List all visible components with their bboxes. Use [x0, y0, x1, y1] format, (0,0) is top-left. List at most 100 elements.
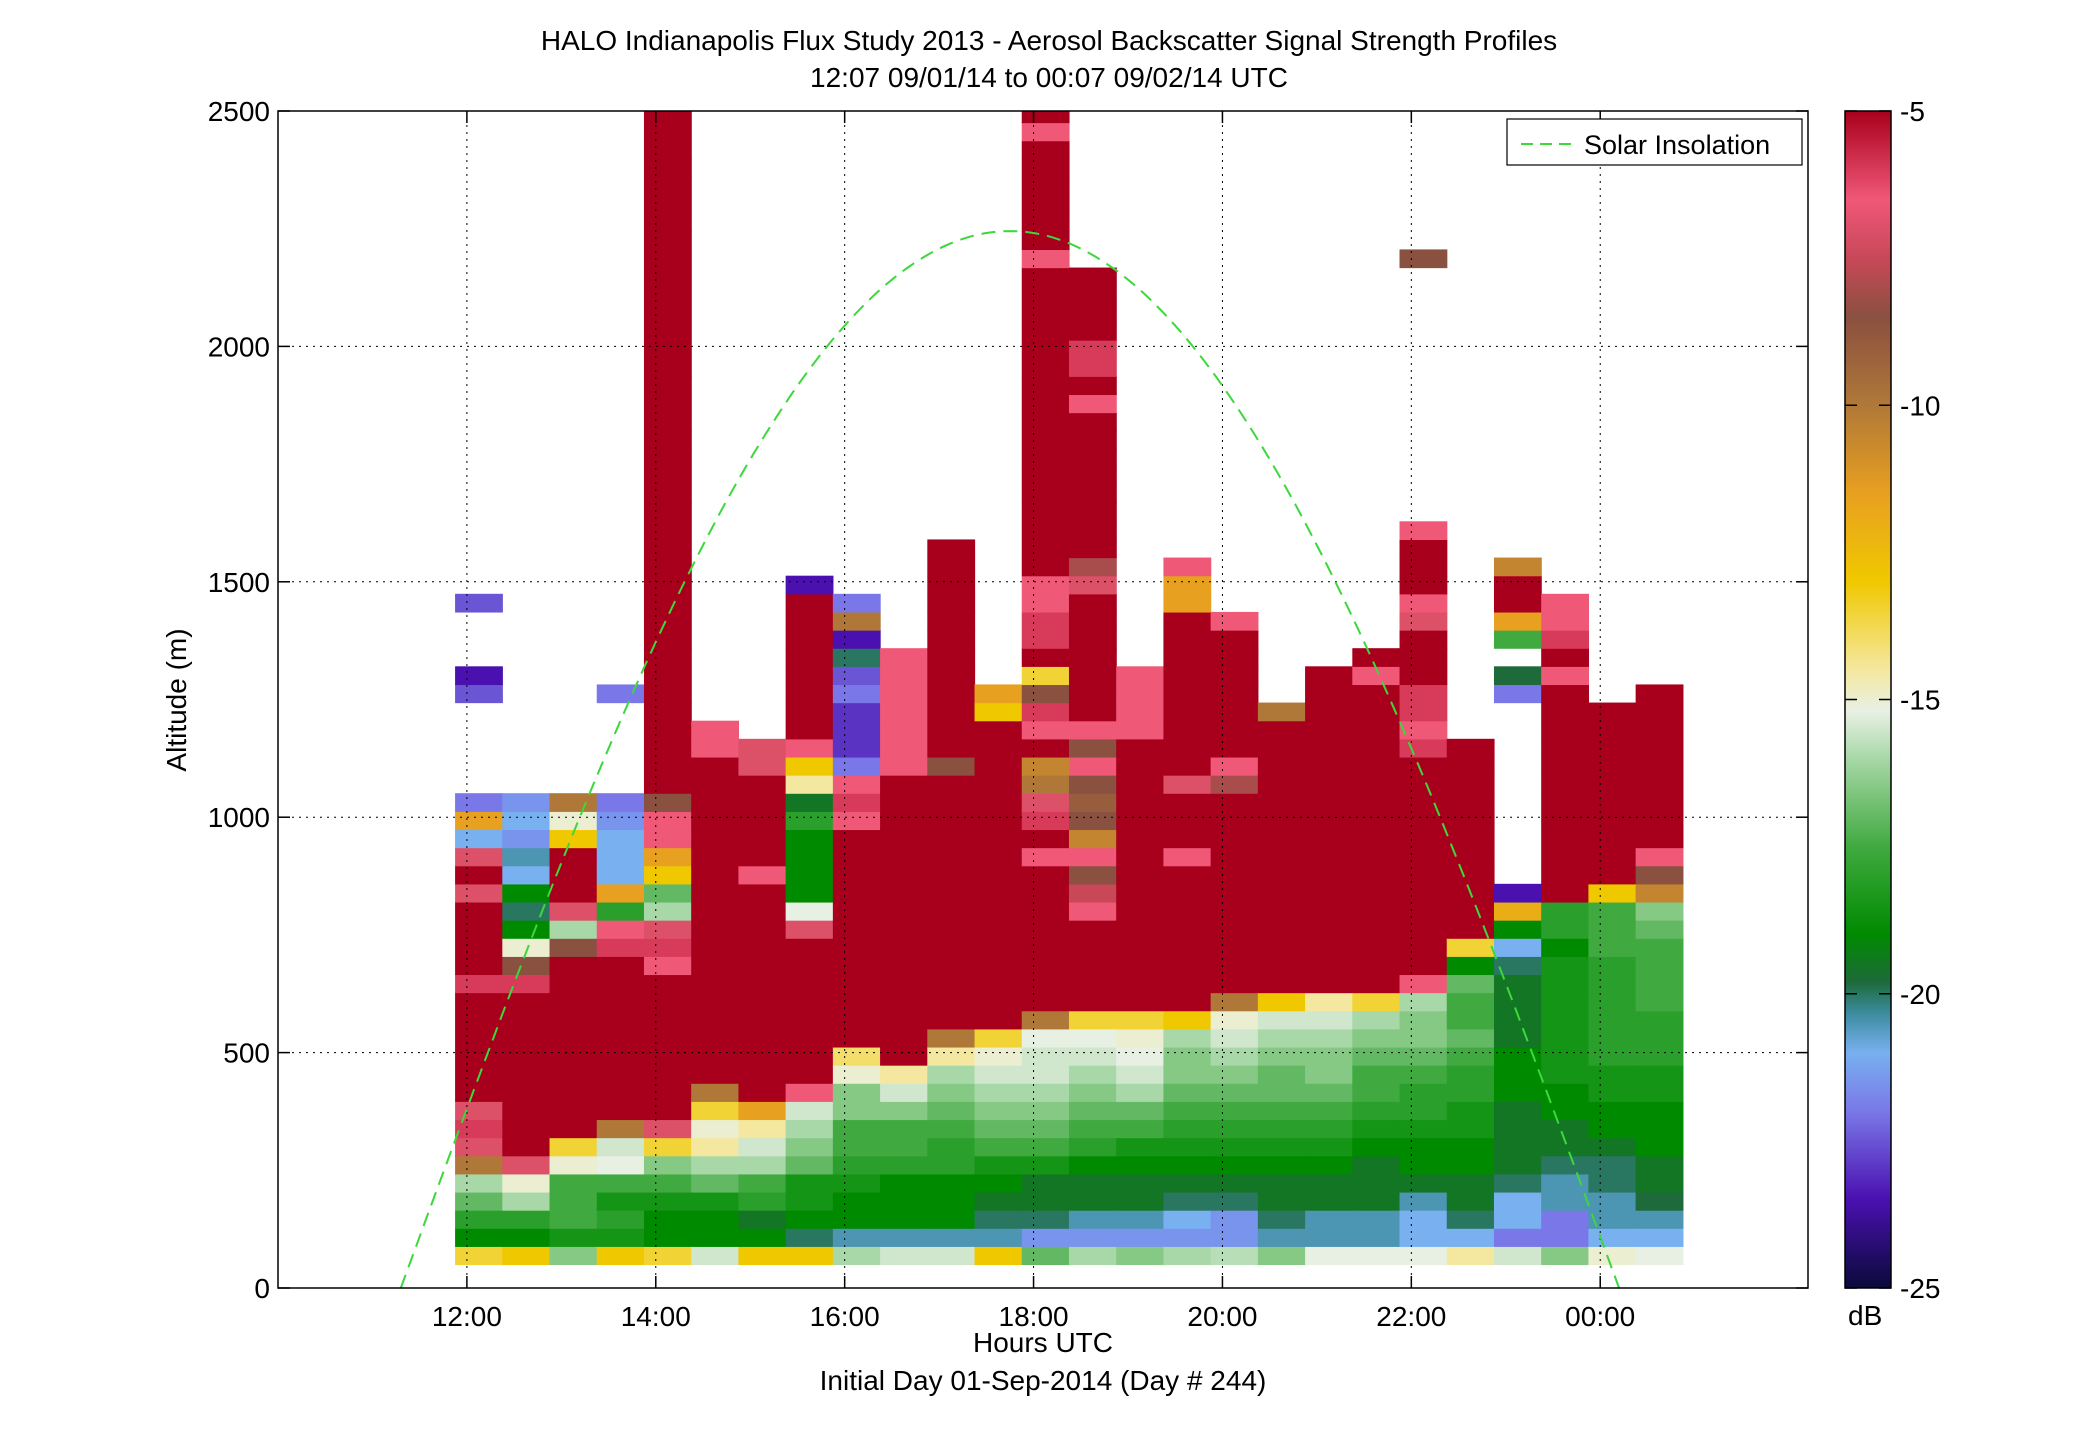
heatmap-cell [1635, 1228, 1684, 1247]
heatmap-cell [1116, 956, 1165, 976]
heatmap-cell [1021, 630, 1070, 649]
heatmap-cell [691, 1046, 740, 1066]
heatmap-cell [691, 1028, 740, 1048]
heatmap-cell [1163, 1046, 1212, 1066]
heatmap-cell [1021, 321, 1070, 341]
heatmap-cell [1305, 1065, 1353, 1084]
heatmap-cell [643, 557, 692, 577]
heatmap-cell [927, 1101, 976, 1121]
heatmap-cell [455, 829, 503, 849]
heatmap-cell [1588, 1101, 1637, 1121]
heatmap-cell [643, 158, 692, 178]
heatmap-cell [1068, 539, 1117, 559]
heatmap-cell [643, 1101, 692, 1121]
heatmap-cell [1068, 938, 1117, 957]
heatmap-cell [1352, 720, 1401, 740]
heatmap-cell [549, 1210, 598, 1229]
heatmap-cell [1588, 1191, 1637, 1211]
heatmap-cell [596, 865, 645, 885]
heatmap-cell [1635, 847, 1684, 867]
heatmap-cell [1021, 195, 1070, 214]
heatmap-cell [927, 1155, 976, 1175]
heatmap-cell [738, 1119, 787, 1139]
heatmap-cell [832, 648, 881, 667]
heatmap-cell [1210, 756, 1259, 776]
heatmap-cell [927, 575, 976, 595]
heatmap-cell [1541, 630, 1590, 649]
heatmap-cell [1446, 938, 1495, 957]
heatmap-cell [1257, 974, 1306, 994]
heatmap-cell [880, 1173, 928, 1193]
x-tick-label: 20:00 [1187, 1301, 1257, 1332]
heatmap-cell [974, 1155, 1023, 1175]
heatmap-cell [1399, 1228, 1448, 1247]
heatmap-cell [1210, 1228, 1259, 1247]
y-tick-label: 500 [223, 1038, 270, 1069]
heatmap-cell [1541, 1101, 1590, 1121]
heatmap-cell [643, 1010, 692, 1030]
heatmap-cell [1116, 883, 1165, 903]
heatmap-cell [1163, 720, 1212, 740]
heatmap-cell [1588, 992, 1637, 1012]
y-tick-label: 1500 [208, 567, 270, 598]
heatmap-cell [1021, 956, 1070, 976]
heatmap-cell [1068, 974, 1117, 994]
heatmap-cell [1210, 1246, 1259, 1266]
heatmap-cell [927, 648, 976, 667]
heatmap-cell [643, 303, 692, 323]
heatmap-cell [596, 811, 645, 831]
heatmap-cell [1305, 829, 1353, 849]
heatmap-cell [455, 666, 503, 686]
heatmap-cell [1257, 992, 1306, 1012]
heatmap-cell [832, 738, 881, 758]
heatmap-cell [974, 956, 1023, 976]
heatmap-cell [1116, 1137, 1165, 1157]
heatmap-cell [1068, 430, 1117, 450]
heatmap-cell [691, 1228, 740, 1247]
heatmap-cell [1257, 829, 1306, 849]
heatmap-cell [643, 702, 692, 722]
heatmap-cell [502, 1155, 551, 1175]
heatmap-cell [455, 593, 503, 613]
heatmap-cell [1446, 956, 1495, 976]
heatmap-cell [1352, 1065, 1401, 1084]
heatmap-cell [1493, 974, 1542, 994]
heatmap-cell [1541, 1065, 1590, 1084]
heatmap-cell [596, 1137, 645, 1157]
heatmap-cell [832, 974, 881, 994]
heatmap-cell [1163, 593, 1212, 613]
heatmap-cell [832, 1028, 881, 1048]
heatmap-cell [1446, 901, 1495, 921]
heatmap-cell [880, 811, 928, 831]
heatmap-cell [832, 630, 881, 649]
heatmap-cell [1210, 1046, 1259, 1066]
heatmap-cell [502, 811, 551, 831]
heatmap-cell [1068, 285, 1117, 305]
heatmap-cell [1210, 611, 1259, 631]
heatmap-cell [1305, 775, 1353, 794]
heatmap-cell [1210, 720, 1259, 740]
heatmap-cell [974, 738, 1023, 758]
heatmap-cell [974, 901, 1023, 921]
heatmap-cell [1163, 1137, 1212, 1157]
heatmap-cell [1635, 992, 1684, 1012]
heatmap-cell [1163, 1028, 1212, 1048]
heatmap-cell [549, 1028, 598, 1048]
heatmap-cell [643, 865, 692, 885]
heatmap-cell [1116, 938, 1165, 957]
heatmap-cell [880, 1228, 928, 1247]
heatmap-cell [1068, 1028, 1117, 1048]
heatmap-cell [596, 901, 645, 921]
heatmap-cell [1021, 974, 1070, 994]
heatmap-cell [1068, 521, 1117, 541]
heatmap-cell [1588, 756, 1637, 776]
heatmap-cell [1257, 1119, 1306, 1139]
heatmap-cell [549, 920, 598, 939]
heatmap-cell [1068, 593, 1117, 613]
heatmap-cell [1446, 1210, 1495, 1229]
heatmap-cell [643, 901, 692, 921]
heatmap-cell [1068, 575, 1117, 595]
heatmap-cell [1446, 920, 1495, 939]
heatmap-cell [1163, 829, 1212, 849]
